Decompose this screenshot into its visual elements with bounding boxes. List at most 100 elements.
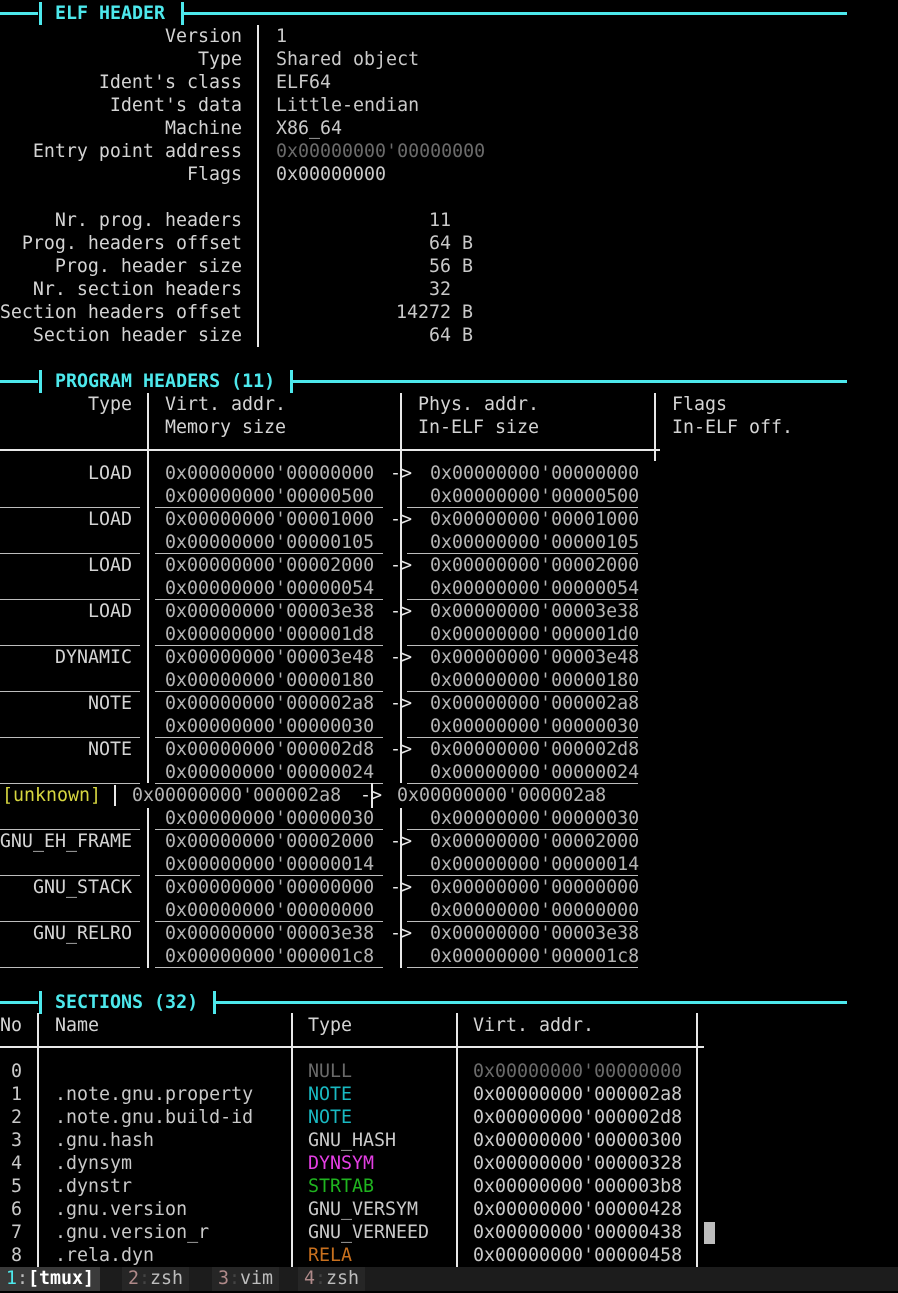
section-type: GNU_HASH bbox=[308, 1130, 397, 1151]
field-label: Version bbox=[164, 26, 242, 47]
section-no: 0 bbox=[11, 1061, 23, 1082]
virt-addr: 0x00000000'00000000 bbox=[165, 877, 375, 898]
memory-size: 0x00000000'00000030 bbox=[165, 716, 375, 737]
phys-addr: 0x00000000'000002a8 bbox=[430, 693, 640, 714]
section-name: .note.gnu.property bbox=[55, 1084, 254, 1105]
window-index: 4 bbox=[304, 1268, 316, 1289]
column-header-virt-addr: Virt. addr. bbox=[165, 394, 287, 415]
row-underline bbox=[155, 875, 383, 876]
field-value: Shared object bbox=[276, 49, 420, 70]
section-type: NOTE bbox=[308, 1084, 353, 1105]
section-name: .gnu.version bbox=[55, 1199, 188, 1220]
row-underline bbox=[155, 783, 383, 784]
column-divider bbox=[147, 393, 149, 783]
row-underline bbox=[407, 507, 638, 508]
count-value: 56 bbox=[428, 256, 451, 277]
memory-size: 0x00000000'00000024 bbox=[165, 762, 375, 783]
arrow-icon: -> bbox=[390, 647, 413, 668]
field-value: 0x00000000 bbox=[276, 164, 387, 185]
column-divider bbox=[654, 393, 656, 461]
section-type: STRTAB bbox=[308, 1176, 375, 1197]
program-headers-rule bbox=[0, 380, 38, 383]
phys-addr: 0x00000000'00003e38 bbox=[430, 601, 640, 622]
sections-rule bbox=[213, 1001, 847, 1004]
section-virt-addr: 0x00000000'00000438 bbox=[473, 1222, 683, 1243]
window-separator: : bbox=[17, 1268, 29, 1289]
in-elf-size: 0x00000000'00000180 bbox=[430, 670, 640, 691]
segment-type: NOTE bbox=[87, 693, 132, 714]
section-virt-addr: 0x00000000'00000000 bbox=[473, 1061, 683, 1082]
column-header-in-elf-size: In-ELF size bbox=[418, 417, 540, 438]
count-value: 11 bbox=[428, 210, 451, 231]
program-headers-header-rule bbox=[0, 449, 660, 451]
row-underline bbox=[407, 921, 638, 922]
tmux-status-bar: 1:[tmux] 2:zsh 3:vim 4:zsh bbox=[0, 1267, 898, 1291]
column-divider bbox=[371, 783, 373, 808]
column-divider bbox=[291, 1013, 293, 1267]
section-type: RELA bbox=[308, 1245, 353, 1266]
segment-type: GNU_RELRO bbox=[32, 923, 132, 944]
tmux-window-tab[interactable]: 3:vim bbox=[212, 1267, 280, 1291]
count-label: Prog. headers offset bbox=[21, 233, 242, 254]
field-label: Ident's class bbox=[98, 72, 242, 93]
row-underline bbox=[155, 691, 383, 692]
virt-addr: 0x00000000'00001000 bbox=[165, 509, 375, 530]
in-elf-size: 0x00000000'00000014 bbox=[430, 854, 640, 875]
section-no: 4 bbox=[11, 1153, 23, 1174]
section-virt-addr: 0x00000000'00000328 bbox=[473, 1153, 683, 1174]
tmux-window-tab[interactable]: 2:zsh bbox=[122, 1267, 190, 1291]
tmux-window-tab[interactable]: 4:zsh bbox=[298, 1267, 366, 1291]
row-underline bbox=[407, 783, 638, 784]
section-name: .rela.dyn bbox=[55, 1245, 155, 1266]
tmux-window-tab[interactable]: 1:[tmux] bbox=[0, 1267, 101, 1291]
row-underline bbox=[407, 645, 638, 646]
section-no: 2 bbox=[11, 1107, 23, 1128]
row-underline bbox=[0, 921, 140, 922]
count-label: Section header size bbox=[32, 325, 242, 346]
virt-addr: 0x00000000'00003e48 bbox=[165, 647, 375, 668]
section-name: .note.gnu.build-id bbox=[55, 1107, 254, 1128]
segment-type: DYNAMIC bbox=[54, 647, 132, 668]
count-value: 64 bbox=[428, 233, 451, 254]
row-underline bbox=[407, 829, 638, 830]
section-virt-addr: 0x00000000'000002d8 bbox=[473, 1107, 683, 1128]
memory-size: 0x00000000'00000500 bbox=[165, 486, 375, 507]
section-type: GNU_VERSYM bbox=[308, 1199, 419, 1220]
section-name: .dynsym bbox=[55, 1153, 133, 1174]
row-underline bbox=[0, 783, 140, 784]
section-name: .gnu.version_r bbox=[55, 1222, 210, 1243]
column-header-memory-size: Memory size bbox=[165, 417, 287, 438]
row-underline bbox=[407, 599, 638, 600]
column-divider bbox=[456, 1013, 458, 1267]
segment-type: [unknown] bbox=[2, 785, 102, 806]
in-elf-size: 0x00000000'000001d0 bbox=[430, 624, 640, 645]
phys-addr: 0x00000000'00000000 bbox=[430, 877, 640, 898]
segment-type: LOAD bbox=[87, 555, 132, 576]
phys-addr: 0x00000000'00000000 bbox=[430, 463, 640, 484]
program-headers-rule bbox=[290, 380, 847, 383]
row-underline bbox=[407, 737, 638, 738]
count-label: Nr. section headers bbox=[32, 279, 242, 300]
program-headers-title: PROGRAM HEADERS (11) bbox=[55, 371, 276, 392]
count-unit: B bbox=[462, 233, 474, 254]
memory-size: 0x00000000'00000054 bbox=[165, 578, 375, 599]
memory-size: 0x00000000'00000014 bbox=[165, 854, 375, 875]
count-label: Nr. prog. headers bbox=[54, 210, 242, 231]
segment-type: NOTE bbox=[87, 739, 132, 760]
elf-header-title: ELF HEADER bbox=[55, 3, 166, 24]
arrow-icon: -> bbox=[390, 693, 413, 714]
window-name: [tmux] bbox=[28, 1268, 95, 1289]
memory-size: 0x00000000'00000105 bbox=[165, 532, 375, 553]
section-virt-addr: 0x00000000'000002a8 bbox=[473, 1084, 683, 1105]
column-header-type: Type bbox=[308, 1015, 353, 1036]
row-underline bbox=[0, 875, 140, 876]
memory-size: 0x00000000'00000000 bbox=[165, 900, 375, 921]
row-underline bbox=[155, 645, 383, 646]
column-header-in-elf-offset: In-ELF off. bbox=[672, 417, 794, 438]
column-divider bbox=[400, 808, 402, 968]
row-underline bbox=[155, 553, 383, 554]
column-divider bbox=[400, 393, 402, 783]
row-underline bbox=[0, 645, 140, 646]
row-underline bbox=[407, 967, 638, 968]
column-header-flags: Flags bbox=[672, 394, 728, 415]
